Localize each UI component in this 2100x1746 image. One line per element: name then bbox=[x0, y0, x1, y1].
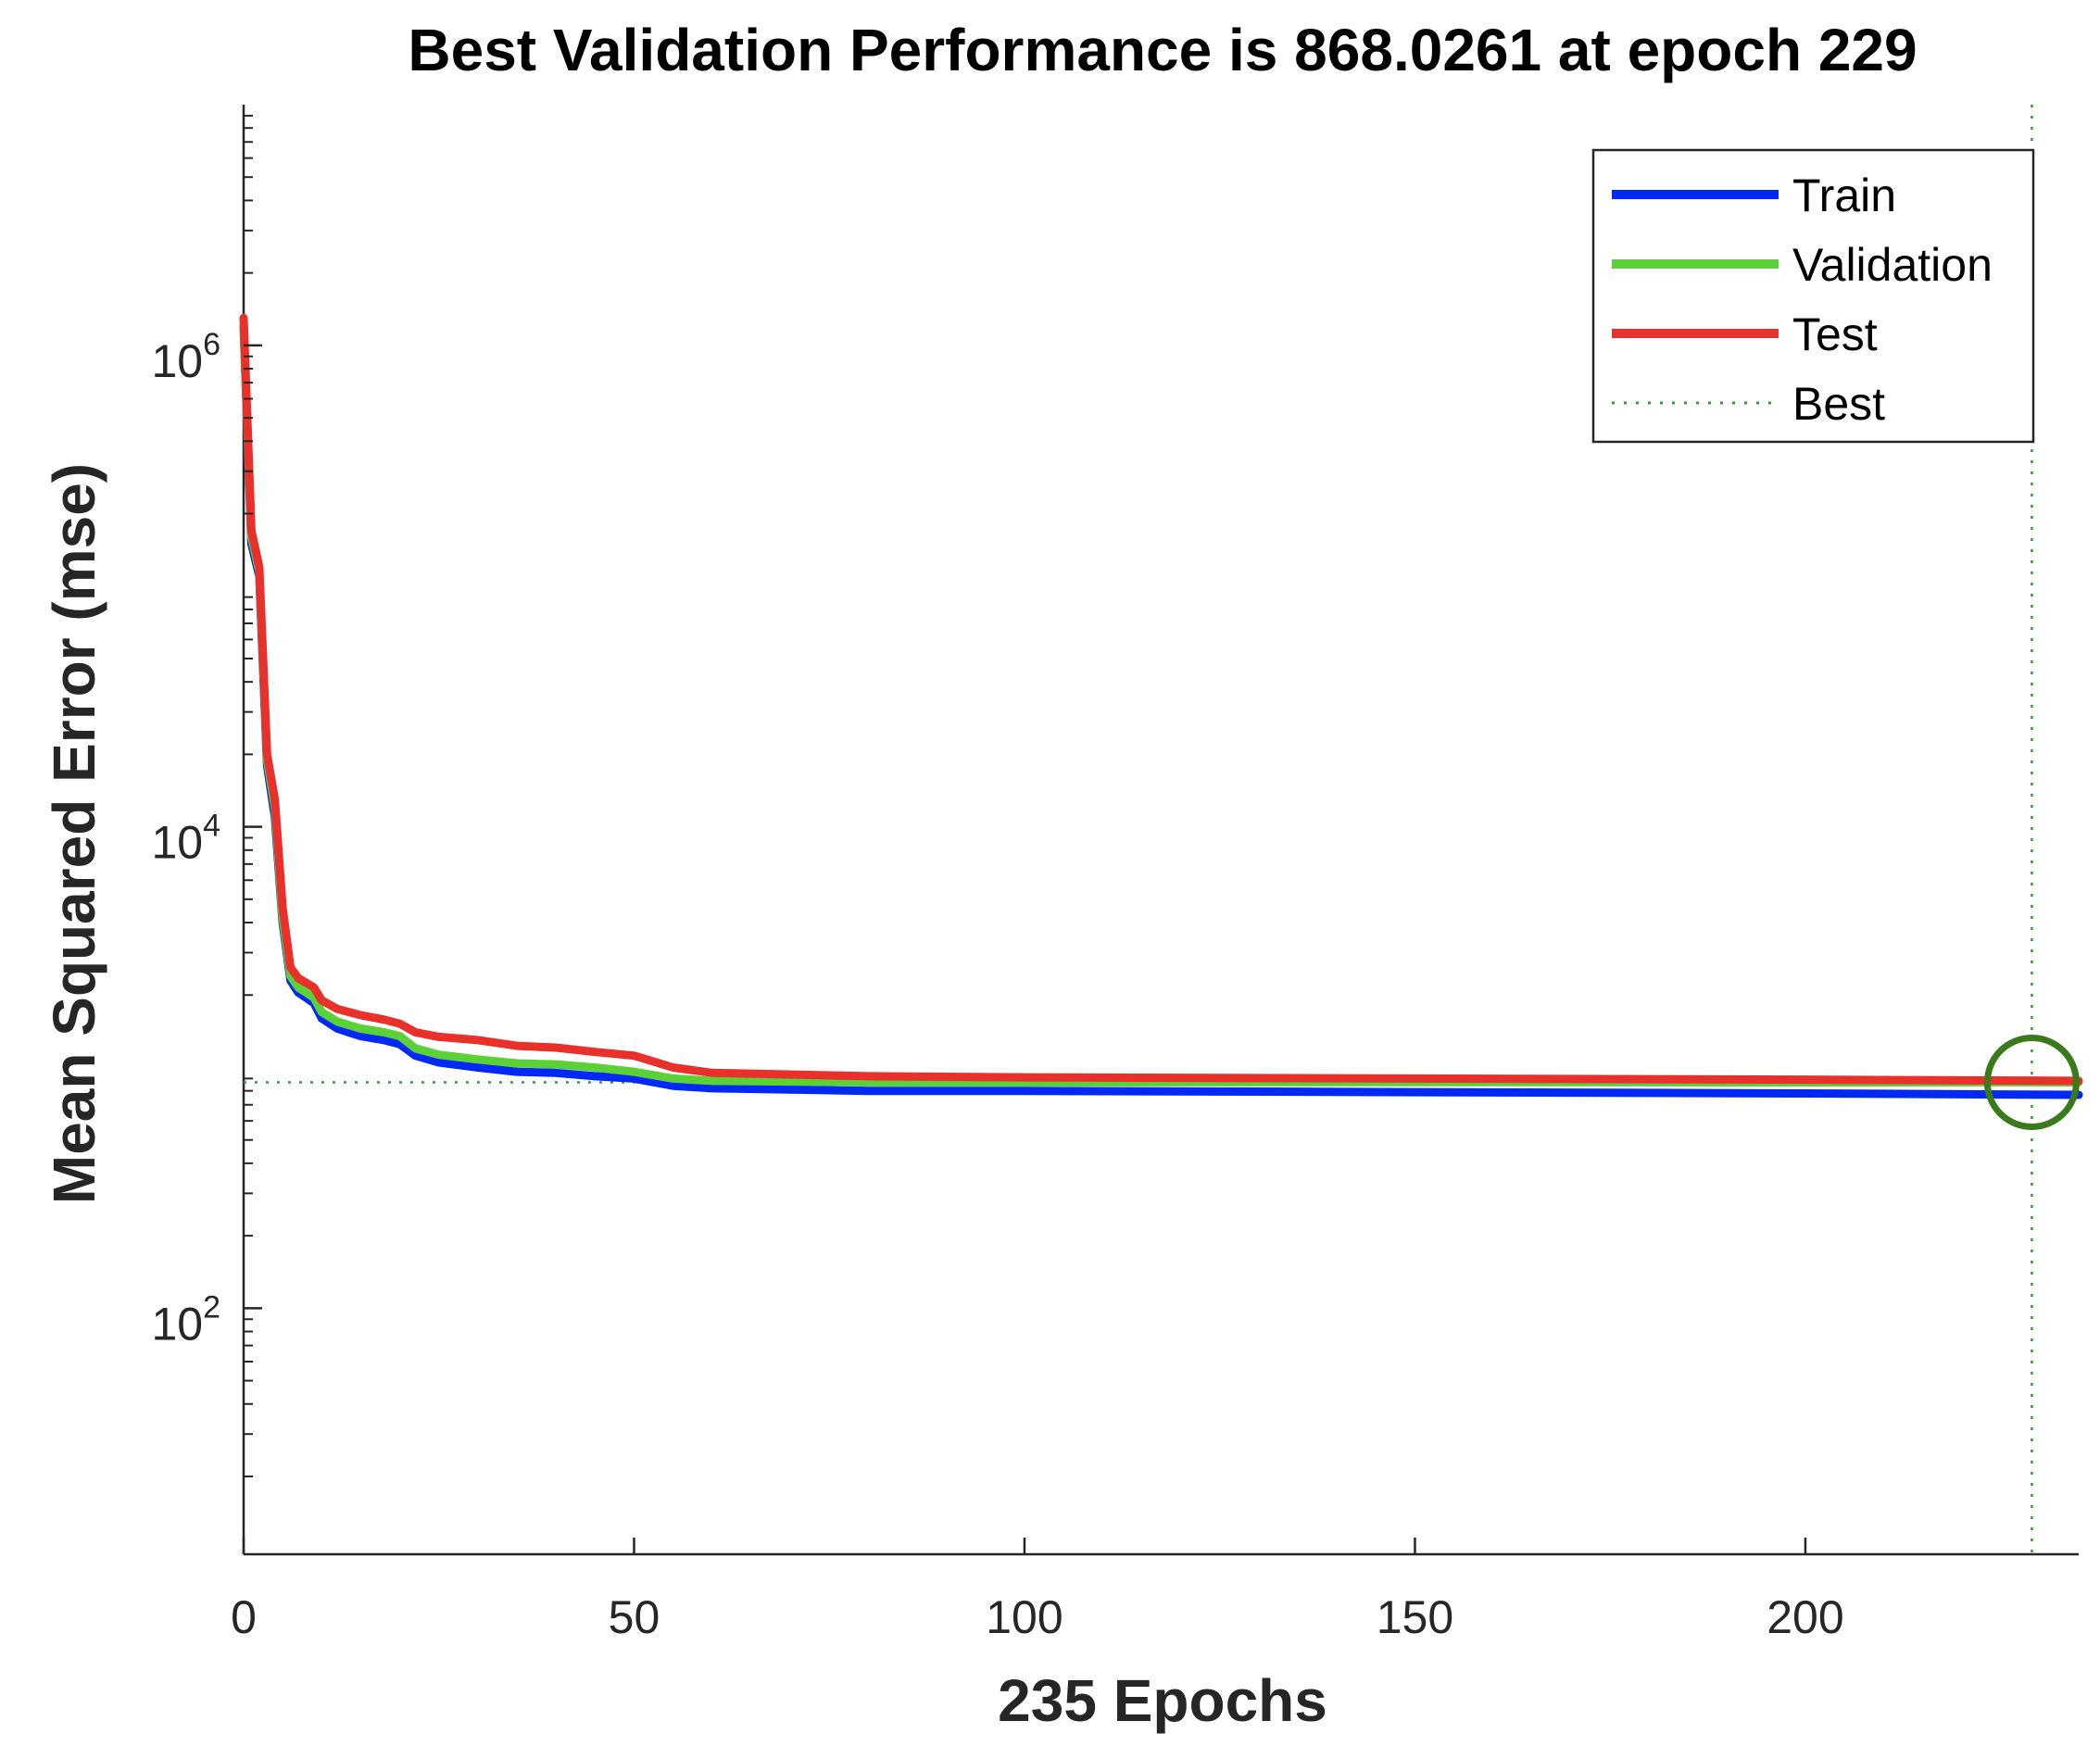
best-reference-lines bbox=[244, 105, 2079, 1554]
x-tick-label: 200 bbox=[1767, 1591, 1843, 1643]
x-tick-label: 50 bbox=[609, 1591, 660, 1643]
best-point-marker bbox=[1983, 1034, 2080, 1130]
y-tick-label: 102 bbox=[151, 1289, 220, 1350]
legend: Train Validation Test Best bbox=[1591, 148, 2035, 444]
legend-label-best: Best bbox=[1792, 378, 1885, 430]
legend-label-train: Train bbox=[1792, 170, 1896, 221]
series-layer bbox=[239, 313, 2083, 1130]
chart-title: Best Validation Performance is 868.0261 … bbox=[408, 17, 1917, 83]
x-tick-label: 150 bbox=[1377, 1591, 1453, 1643]
legend-label-test: Test bbox=[1792, 308, 1878, 360]
y-axis-label: Mean Squared Error (mse) bbox=[41, 463, 107, 1204]
x-tick-label: 100 bbox=[986, 1591, 1063, 1643]
tick-layer: 0 50 100 150 200 102 104 106 bbox=[151, 114, 1844, 1643]
x-axis-label: 235 Epochs bbox=[998, 1667, 1327, 1734]
legend-label-validation: Validation bbox=[1792, 239, 1993, 291]
x-tick-label: 0 bbox=[231, 1591, 257, 1643]
series-line-test bbox=[239, 313, 2083, 1086]
y-tick-label: 106 bbox=[151, 327, 220, 387]
y-tick-label: 104 bbox=[151, 809, 220, 869]
